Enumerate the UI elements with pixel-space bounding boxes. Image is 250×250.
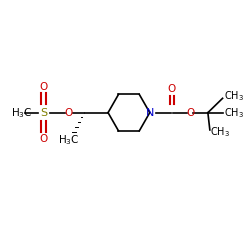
Text: CH$_3$: CH$_3$	[224, 90, 244, 104]
Text: O: O	[186, 108, 194, 118]
Text: H$_3$C: H$_3$C	[11, 106, 33, 120]
Text: O: O	[40, 134, 48, 143]
Text: N: N	[146, 108, 154, 118]
Text: H$_3$C: H$_3$C	[58, 133, 80, 147]
Text: O: O	[168, 84, 176, 94]
Text: CH$_3$: CH$_3$	[210, 126, 230, 139]
Text: O: O	[65, 108, 73, 118]
Text: CH$_3$: CH$_3$	[224, 106, 244, 120]
Text: S: S	[40, 108, 47, 118]
Text: O: O	[40, 82, 48, 92]
